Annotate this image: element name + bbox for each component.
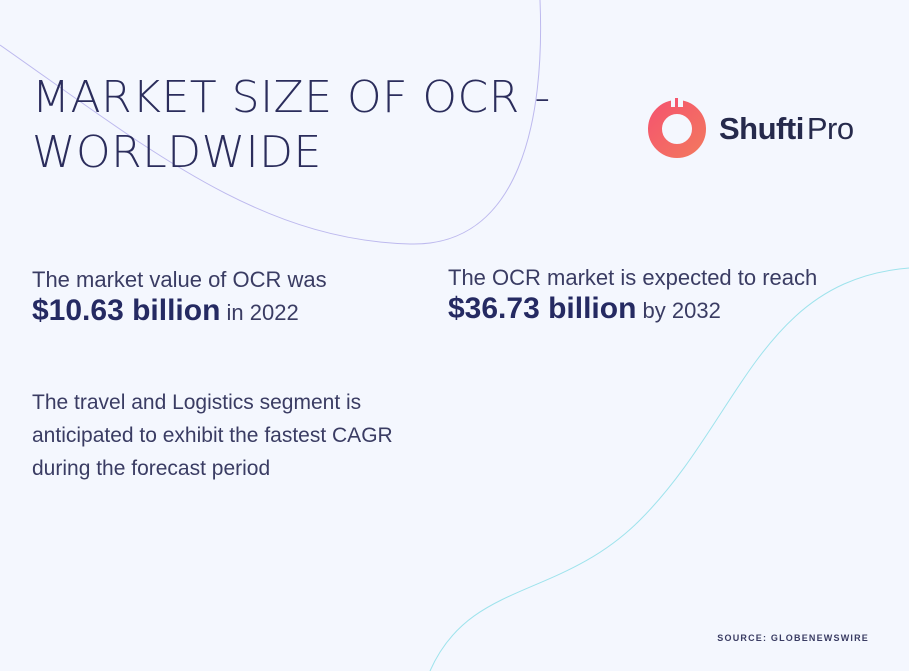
stat-market-value-2022: The market value of OCR was $10.63 billi… (32, 266, 327, 330)
stat-lead: The market value of OCR was (32, 267, 327, 292)
page-title: MARKET SIZE OF OCR - WORLDWIDE (32, 70, 551, 180)
logo-word-shufti: Shufti (719, 111, 804, 146)
cyan-curve (429, 267, 909, 671)
segment-line-1: The travel and Logistics segment is (32, 391, 362, 414)
stat-lead: The OCR market is expected to reach (448, 265, 818, 290)
stat-market-forecast-2032: The OCR market is expected to reach $36.… (448, 264, 817, 328)
shufti-pro-logo: ShuftiPro (645, 97, 854, 161)
shufti-pro-ring-icon (648, 97, 706, 158)
stat-value: $36.73 billion (448, 292, 637, 325)
stat-suffix: by 2032 (642, 298, 721, 323)
logo-word-pro: Pro (806, 111, 854, 146)
segment-line-2: anticipated to exhibit the fastest CAGR (32, 424, 393, 447)
stat-value: $10.63 billion (32, 294, 221, 327)
title-line-1: MARKET SIZE OF OCR - (32, 72, 551, 123)
source-credit: SOURCE: GLOBENEWSWIRE (717, 633, 869, 643)
logo-wordmark: ShuftiPro (719, 111, 854, 147)
segment-note: The travel and Logistics segment is anti… (32, 386, 422, 485)
title-line-2: WORLDWIDE (32, 127, 322, 178)
segment-line-3: during the forecast period (32, 457, 271, 480)
stat-suffix: in 2022 (226, 300, 299, 325)
